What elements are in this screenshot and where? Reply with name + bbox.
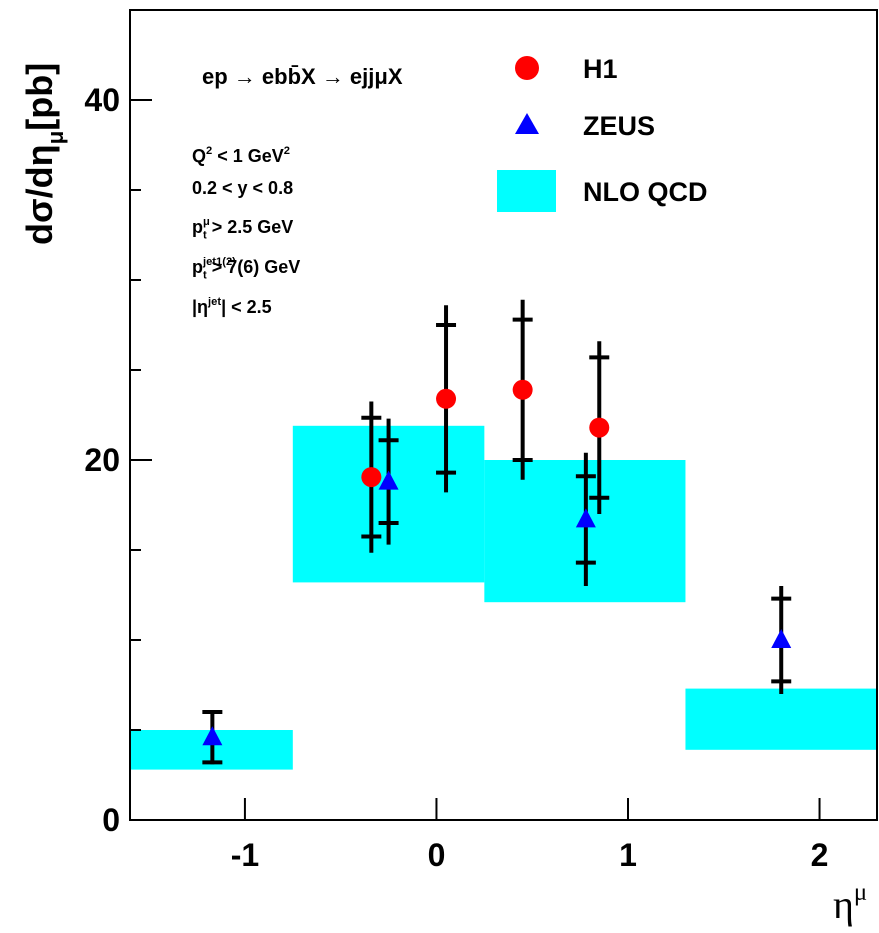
text-part: > 2.5 GeV [207, 217, 294, 237]
h1-point [589, 417, 610, 438]
legend-label: H1 [583, 54, 618, 84]
x-tick-label: 2 [811, 837, 829, 873]
text-part: 0.2 < y < 0.8 [192, 178, 293, 198]
text-part: X → ejjμX [301, 64, 403, 89]
legend-marker [515, 56, 539, 80]
supscript: μ [203, 216, 210, 228]
text-part: p [192, 217, 203, 237]
annotation: Q2 < 1 GeV2 [192, 145, 290, 166]
legend-label: NLO QCD [583, 177, 708, 207]
subscript: t [203, 269, 207, 281]
legend-label: ZEUS [583, 111, 655, 141]
annotation: ep → ebb̄X → ejjμX [202, 64, 403, 89]
annotation: pjet1(2) t > 7(6) GeV [192, 256, 300, 282]
annotation: |ηjet| < 2.5 [192, 296, 272, 317]
h1-point [361, 467, 382, 488]
zeus-point [575, 508, 596, 528]
text-part: ep → eb [202, 64, 288, 89]
y-tick-label: 40 [84, 82, 120, 118]
legend-marker [515, 113, 539, 134]
text-part: |η [192, 297, 208, 317]
supscript: jet1(2) [202, 256, 236, 268]
plot-frame [129, 9, 878, 821]
text-part: dσ/dη [19, 144, 60, 245]
zeus-point [202, 726, 223, 746]
subscript: t [203, 229, 207, 241]
h1-point [512, 379, 533, 400]
annotation: 0.2 < y < 0.8 [192, 178, 293, 198]
zeus-point [378, 470, 399, 490]
supscript: μ [854, 879, 867, 906]
annotation: pμ t > 2.5 GeV [192, 216, 293, 242]
y-axis-label: dσ/dημ[pb] [19, 63, 68, 245]
subscript: μ [43, 131, 68, 145]
y-tick-label: 0 [102, 802, 120, 838]
supscript: jet [207, 296, 221, 308]
text-part: | < 2.5 [221, 297, 272, 317]
x-tick-label: 1 [619, 837, 637, 873]
text-part: η [833, 882, 854, 927]
text-part: b̄ [288, 64, 301, 89]
x-axis-label: ημ [833, 879, 867, 927]
supscript: 2 [206, 145, 212, 157]
legend-marker [497, 170, 556, 212]
h1-point [436, 388, 457, 409]
text-part: p [192, 257, 203, 277]
y-tick-label: 20 [84, 442, 120, 478]
x-tick-label: -1 [231, 837, 259, 873]
text-part: > 7(6) GeV [207, 257, 301, 277]
text-part: < 1 GeV [212, 146, 284, 166]
text-part: [pb] [19, 63, 60, 131]
supscript: 2 [284, 145, 290, 157]
x-tick-label: 0 [428, 837, 446, 873]
text-part: Q [192, 146, 206, 166]
zeus-point [771, 629, 792, 648]
nlo-band [685, 688, 877, 750]
